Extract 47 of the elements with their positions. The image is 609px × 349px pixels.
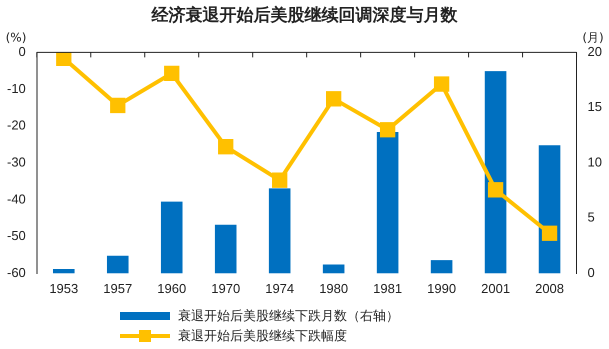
bar [430, 260, 452, 274]
point [380, 122, 396, 138]
x-tick-label: 1990 [427, 280, 456, 296]
bar [484, 71, 506, 274]
bar [214, 224, 236, 274]
point [218, 139, 234, 154]
bar [106, 256, 129, 274]
point [434, 76, 450, 92]
y-tick-label: -30 [6, 154, 26, 170]
bar [322, 264, 344, 274]
point [542, 226, 558, 241]
legend-label: 衰退开始后美股继续下跌月数（右轴） [178, 308, 399, 325]
bar [52, 268, 75, 274]
bar [538, 145, 560, 274]
y2-tick-label: 10 [588, 154, 602, 170]
y2-axis-title: (月) [582, 30, 604, 45]
y-tick-label: -40 [6, 191, 26, 206]
y2-tick-label: 5 [588, 210, 595, 225]
point [164, 66, 180, 82]
y-axis-title: (%) [6, 30, 26, 45]
legend-label: 衰退开始后美股继续下跌幅度 [178, 328, 347, 345]
x-tick-label: 1957 [103, 280, 132, 296]
y-tick-label: -50 [6, 228, 26, 244]
y2-tick-label: 15 [588, 99, 602, 114]
chart-title: 经济衰退开始后美股继续回调深度与月数 [150, 6, 458, 26]
x-tick-label: 1981 [373, 280, 402, 296]
point [326, 91, 342, 106]
x-tick-label: 1960 [157, 280, 186, 296]
y-tick-label: -20 [6, 118, 26, 133]
y-tick-label: 0 [18, 44, 26, 59]
point [272, 172, 288, 188]
x-tick-label: 1970 [211, 280, 240, 296]
x-tick-label: 1974 [265, 280, 294, 296]
y2-tick-label: 0 [588, 264, 595, 280]
bar [268, 188, 290, 274]
point [56, 52, 72, 66]
x-tick-label: 2001 [481, 280, 510, 296]
x-tick-label: 1953 [49, 280, 78, 296]
point [488, 182, 504, 198]
y2-tick-label: 20 [588, 44, 602, 59]
point [110, 98, 126, 114]
bar [160, 202, 183, 274]
y-tick-label: -10 [6, 80, 26, 96]
bar [376, 132, 398, 274]
y-tick-label: -60 [6, 264, 26, 280]
x-tick-label: 1980 [319, 280, 348, 296]
x-tick-label: 2008 [535, 280, 564, 296]
